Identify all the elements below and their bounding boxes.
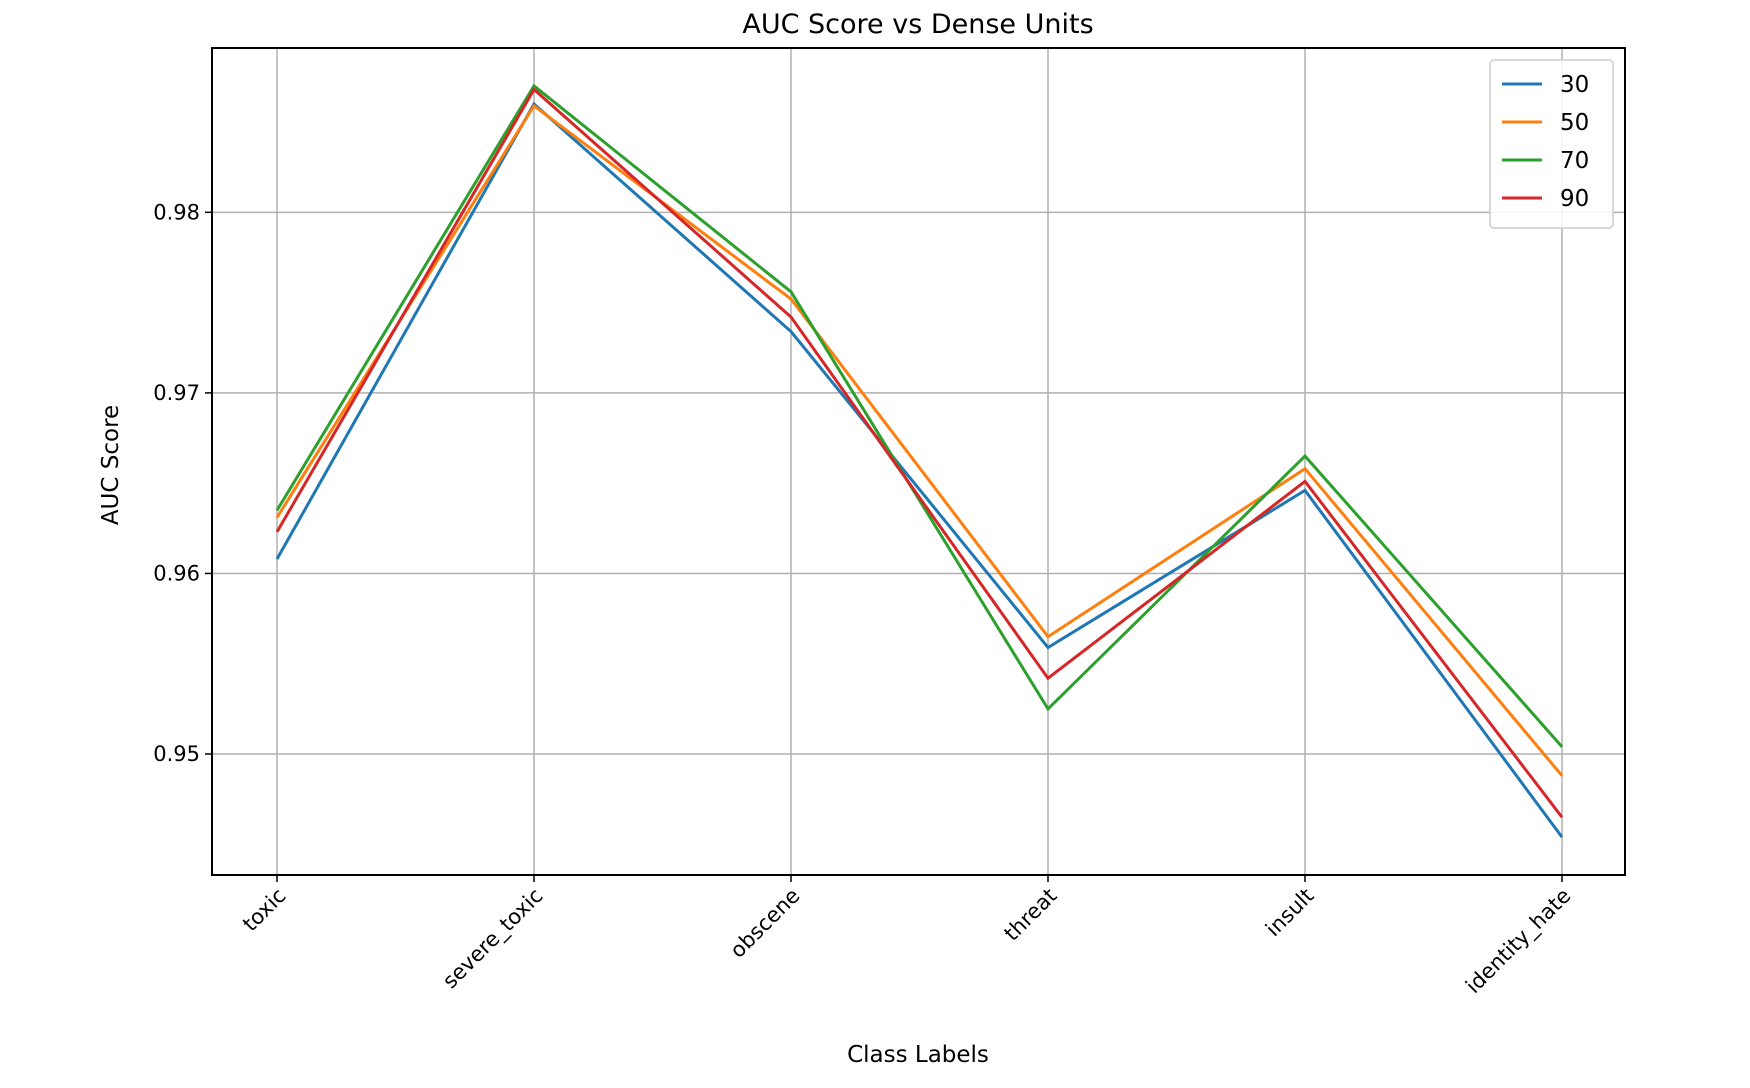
y-tick-label: 0.95 [153,742,200,766]
legend: 30 50 70 90 [1489,59,1614,229]
legend-label: 50 [1560,110,1589,136]
legend-label: 90 [1560,186,1589,212]
x-axis-ticks: toxic severe_toxic obscene threat insult iden… [238,875,1576,999]
x-axis-label: Class Labels [847,1042,989,1068]
x-tick-label: toxic [238,884,291,937]
y-tick-label: 0.96 [153,561,200,585]
y-tick-label: 0.98 [153,200,200,224]
x-tick-label: insult [1261,884,1319,942]
series-line-90 [275,87,1564,819]
y-tick-label: 0.97 [153,381,200,405]
series-line-70 [275,83,1564,748]
chart-title: AUC Score vs Dense Units [742,9,1093,40]
plot-frame [211,47,1626,876]
grid [212,48,1625,875]
x-tick-label: obscene [725,884,804,963]
y-axis-label: AUC Score [98,405,124,525]
legend-box [1489,59,1614,229]
legend-label: 70 [1560,148,1589,174]
x-tick-label: threat [999,884,1061,946]
series-lines [275,83,1564,838]
legend-label: 30 [1560,72,1589,98]
x-tick-label: identity_hate [1461,884,1576,999]
series-line-50 [275,103,1564,777]
x-tick-label: severe_toxic [438,884,548,994]
y-axis-ticks: 0.95 0.96 0.97 0.98 [153,200,212,766]
series-line-30 [275,101,1564,838]
